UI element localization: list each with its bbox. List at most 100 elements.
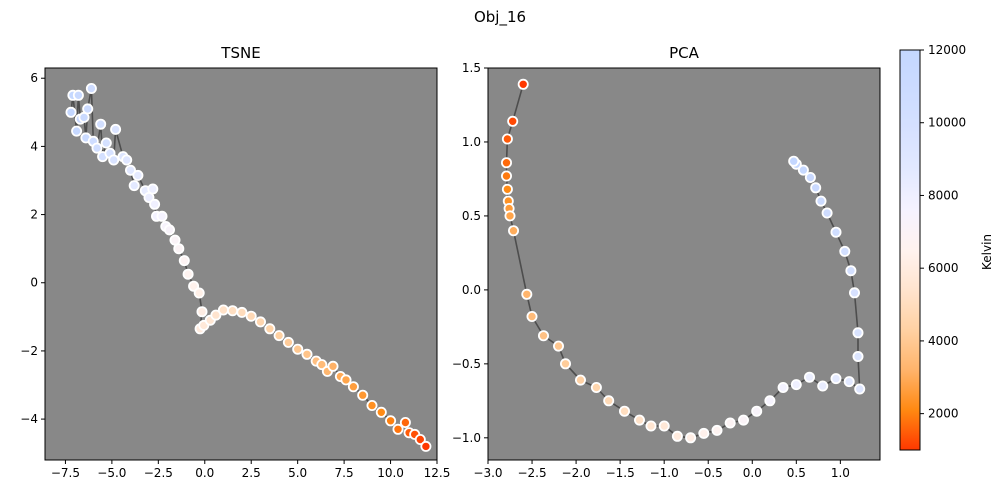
pca-point <box>815 195 827 207</box>
tsne-xtick-label: 2.5 <box>242 466 261 480</box>
pca-xtick-label: −2.0 <box>562 466 591 480</box>
colorbar-tick-label: 12000 <box>928 43 966 57</box>
pca-plot-area <box>488 68 880 460</box>
tsne-x-axis: −7.5 −5.0 −2.5 0.0 2.5 5.0 7.5 10.0 12.5 <box>51 460 450 480</box>
pca-point <box>538 330 550 342</box>
pca-point <box>590 381 602 393</box>
tsne-point <box>254 316 266 328</box>
tsne-xtick-label: 7.5 <box>335 466 354 480</box>
pca-ytick-label: 1.5 <box>462 61 481 75</box>
pca-point <box>804 371 816 383</box>
pca-point <box>843 376 855 388</box>
pca-point <box>724 417 736 429</box>
pca-point <box>854 383 866 395</box>
tsne-y-axis: −4 −2 0 2 4 6 <box>20 71 45 426</box>
tsne-point <box>273 330 285 342</box>
tsne-point <box>182 268 194 280</box>
pca-xtick-label: −2.5 <box>517 466 546 480</box>
pca-point <box>698 427 710 439</box>
pca-point <box>830 373 842 385</box>
tsne-xtick-label: −7.5 <box>51 466 80 480</box>
colorbar-label: Kelvin <box>980 234 994 270</box>
pca-point <box>507 115 519 127</box>
tsne-point <box>399 416 411 428</box>
pca-point <box>671 430 683 442</box>
tsne-point <box>316 359 328 371</box>
pca-xtick-label: −1.5 <box>606 466 635 480</box>
tsne-point <box>375 406 387 418</box>
pca-point <box>751 405 763 417</box>
colorbar-tick-label: 6000 <box>928 261 959 275</box>
pca-point <box>738 414 750 426</box>
tsne-point <box>327 360 339 372</box>
pca-point <box>797 164 809 176</box>
pca-point <box>790 379 802 391</box>
tsne-point <box>420 440 432 452</box>
tsne-xtick-label: 12.5 <box>424 466 451 480</box>
tsne-ytick-label: 2 <box>30 208 38 222</box>
tsne-point <box>85 83 97 95</box>
pca-ytick-label: −0.5 <box>452 357 481 371</box>
pca-xtick-label: −0.5 <box>694 466 723 480</box>
tsne-point <box>196 306 208 318</box>
tsne-point <box>178 255 190 267</box>
tsne-point <box>292 343 304 355</box>
figure-title: Obj_16 <box>474 8 526 27</box>
colorbar: 2000 4000 6000 8000 10000 12000 Kelvin <box>899 43 994 451</box>
tsne-point <box>301 348 313 360</box>
tsne-ytick-label: −4 <box>20 412 38 426</box>
pca-point <box>501 183 513 195</box>
tsne-point <box>121 154 133 166</box>
tsne-xtick-label: 5.0 <box>288 466 307 480</box>
tsne-point <box>156 210 168 222</box>
pca-point <box>764 395 776 407</box>
tsne-point <box>125 164 137 176</box>
tsne-point <box>236 306 248 318</box>
tsne-title: TSNE <box>220 44 260 62</box>
tsne-point <box>71 125 83 137</box>
tsne-point <box>193 287 205 299</box>
pca-point <box>788 155 800 167</box>
tsne-point <box>100 137 112 149</box>
pca-ytick-label: −1.0 <box>452 431 481 445</box>
tsne-xtick-label: 0.0 <box>195 466 214 480</box>
tsne-point <box>149 198 161 210</box>
pca-point <box>553 340 565 352</box>
colorbar-tick-label: 2000 <box>928 407 959 421</box>
pca-point <box>685 432 697 444</box>
tsne-point <box>95 118 107 130</box>
tsne-point <box>108 154 120 166</box>
tsne-point <box>188 280 200 292</box>
colorbar-gradient <box>899 49 921 451</box>
pca-point <box>804 171 816 183</box>
tsne-point <box>65 106 77 118</box>
pca-panel: PCA −3.0 −2.5 −2.0 −1.5 −1.0 −0.5 0.0 0.5 1.0 −1… <box>452 44 881 480</box>
pca-point <box>852 327 864 339</box>
pca-point <box>603 395 615 407</box>
tsne-frame <box>44 67 438 461</box>
pca-x-axis: −3.0 −2.5 −2.0 −1.5 −1.0 −0.5 0.0 0.5 1.0 <box>473 460 850 480</box>
pca-point <box>849 287 861 299</box>
pca-frame <box>487 67 881 461</box>
tsne-point <box>210 309 222 321</box>
tsne-ytick-label: −2 <box>20 344 38 358</box>
tsne-ytick-label: 6 <box>30 71 38 85</box>
tsne-point <box>282 336 294 348</box>
tsne-xtick-label: −2.5 <box>144 466 173 480</box>
pca-xtick-label: 1.0 <box>831 466 850 480</box>
tsne-ytick-label: 4 <box>30 139 38 153</box>
tsne-point <box>72 89 84 101</box>
pca-point <box>817 380 829 392</box>
pca-point <box>521 288 533 300</box>
pca-point <box>619 405 631 417</box>
pca-point <box>507 225 519 237</box>
tsne-point <box>357 389 369 401</box>
pca-point <box>810 182 822 194</box>
pca-point <box>658 420 670 432</box>
pca-xtick-label: −3.0 <box>473 466 502 480</box>
pca-point <box>830 226 842 238</box>
tsne-panel: TSNE −7.5 −5.0 −2.5 0.0 2.5 5.0 7.5 10.0 12.5 −4… <box>20 44 450 480</box>
pca-y-axis: −1.0 −0.5 0.0 0.5 1.0 1.5 <box>452 61 488 445</box>
pca-xtick-label: −1.0 <box>650 466 679 480</box>
